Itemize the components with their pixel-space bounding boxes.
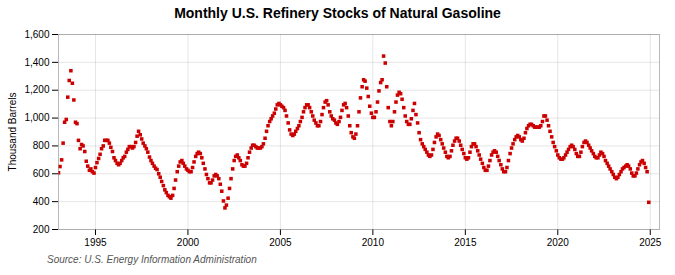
svg-text:1,200: 1,200	[24, 84, 49, 95]
svg-text:1,600: 1,600	[24, 29, 49, 40]
svg-text:200: 200	[33, 224, 50, 235]
svg-text:2015: 2015	[454, 237, 477, 248]
svg-text:400: 400	[33, 196, 50, 207]
svg-text:2010: 2010	[362, 237, 385, 248]
svg-text:600: 600	[33, 168, 50, 179]
svg-text:2025: 2025	[639, 237, 662, 248]
svg-text:2005: 2005	[269, 237, 292, 248]
svg-text:Thousand Barrels: Thousand Barrels	[7, 93, 18, 172]
html-text:Source: U.S. Energy Informatio: Source: U.S. Energy Information Administ…	[47, 254, 257, 265]
svg-text:1,400: 1,400	[24, 57, 49, 68]
svg-text:800: 800	[33, 140, 50, 151]
svg-text:2020: 2020	[547, 237, 570, 248]
html-text:Monthly U.S. Refinery Stocks o: Monthly U.S. Refinery Stocks of Natural …	[174, 5, 501, 21]
svg-text:1995: 1995	[84, 237, 107, 248]
svg-text:2000: 2000	[177, 237, 200, 248]
svg-text:1,000: 1,000	[24, 112, 49, 123]
